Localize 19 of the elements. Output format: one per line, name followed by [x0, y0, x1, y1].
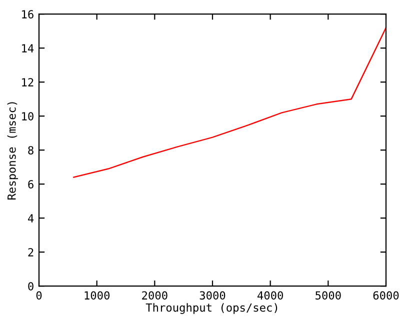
y-tick-label: 14 — [22, 44, 34, 52]
line-series — [73, 27, 386, 178]
x-tick-label: 1000 — [84, 291, 110, 300]
x-tick-label: 6000 — [373, 291, 399, 300]
y-tick-label: 16 — [22, 10, 34, 18]
y-tick-label: 12 — [22, 78, 34, 86]
y-tick-label: 8 — [28, 146, 34, 154]
x-tick-label: 5000 — [316, 291, 341, 300]
x-tick-label: 4000 — [258, 291, 283, 300]
y-tick-label: 0 — [28, 282, 34, 290]
x-tick-label: 3000 — [200, 291, 226, 300]
y-tick-label: 6 — [28, 180, 34, 188]
y-tick-label: 4 — [28, 214, 34, 222]
y-tick-label: 10 — [22, 112, 34, 120]
y-axis-title: Response (msec) — [7, 102, 18, 200]
y-tick-label: 2 — [28, 248, 34, 256]
x-tick-label: 2000 — [142, 291, 168, 300]
x-tick-label: 0 — [36, 291, 42, 300]
x-axis-title: Throughput (ops/sec) — [146, 303, 278, 314]
